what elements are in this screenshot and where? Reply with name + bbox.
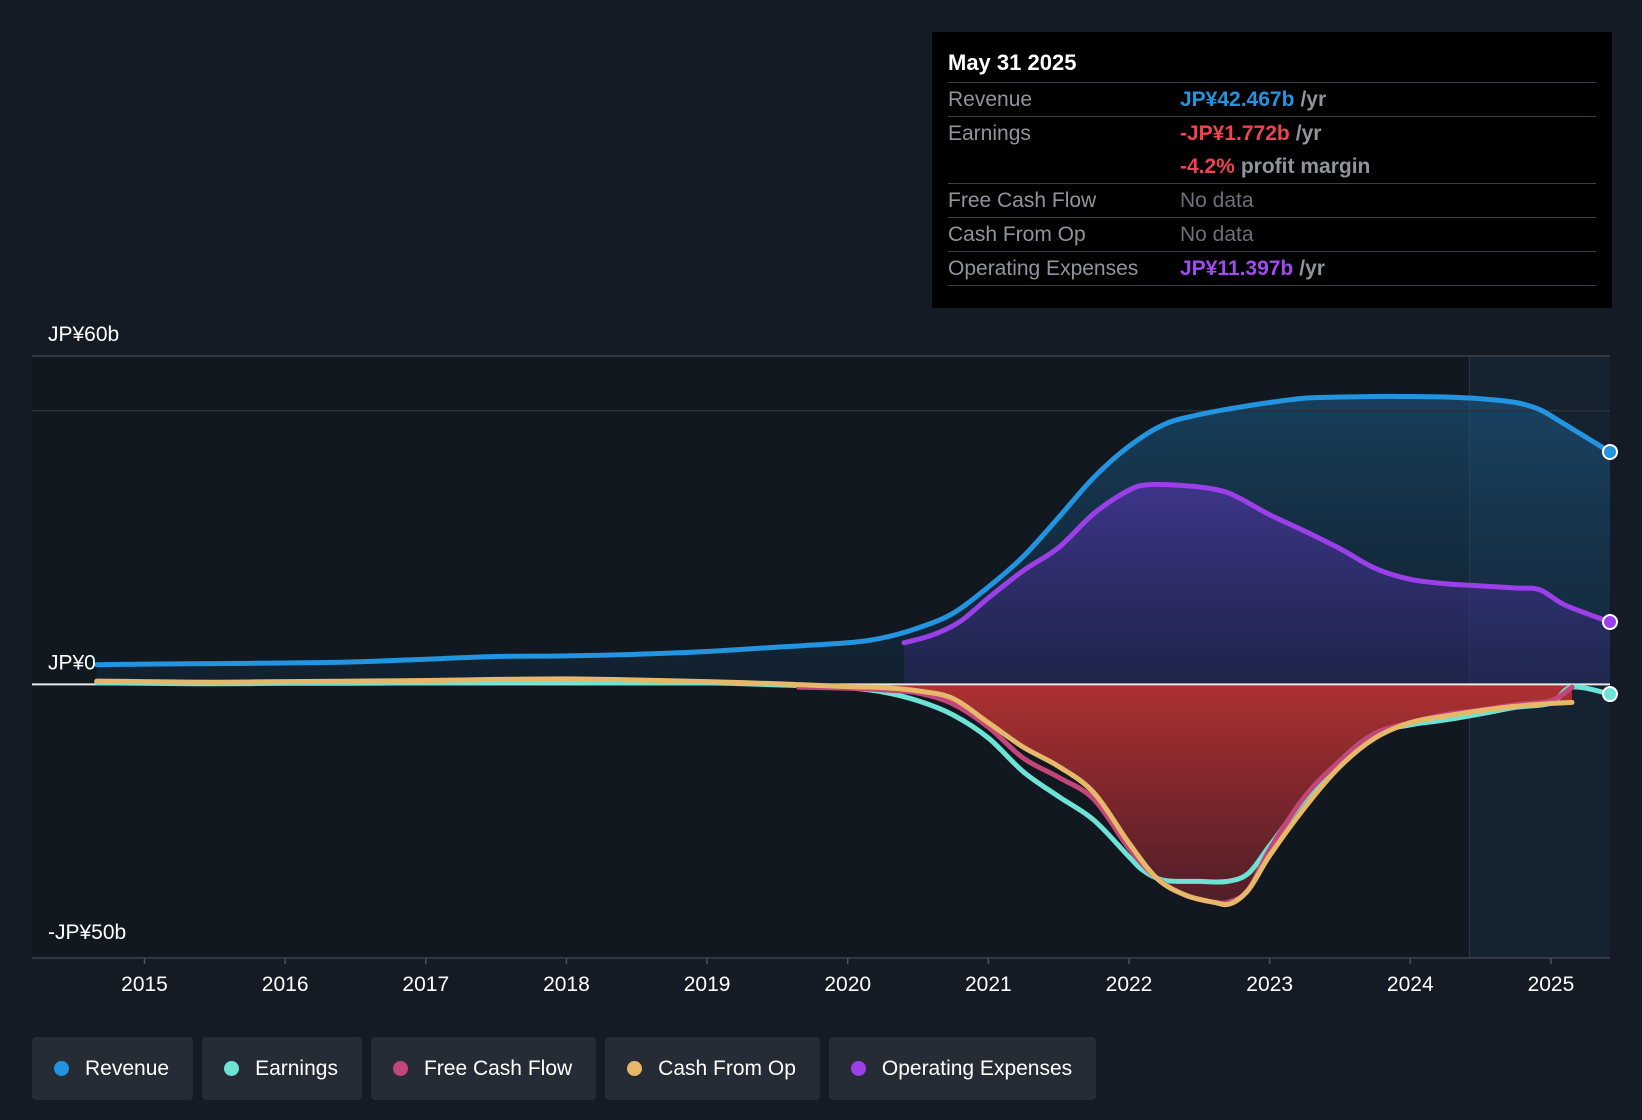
x-tick-label: 2022: [1106, 973, 1153, 996]
tooltip-label: Earnings: [948, 122, 1031, 145]
tooltip-row-profit-margin: -4.2% profit margin: [948, 150, 1596, 183]
legend-label: Cash From Op: [658, 1056, 796, 1080]
operating-expenses-line: [901, 481, 1613, 646]
x-tick-label: 2020: [824, 973, 871, 996]
x-tick-label: 2024: [1387, 973, 1434, 996]
tooltip-label: Operating Expenses: [948, 257, 1139, 280]
x-tick-label: 2021: [965, 973, 1012, 996]
legend-label: Revenue: [85, 1056, 170, 1080]
tooltip-unit: /yr: [1299, 257, 1325, 280]
y-tick-label: -JP¥50b: [48, 921, 126, 944]
dot-icon: [627, 1061, 643, 1076]
legend-item-earnings[interactable]: Earnings: [202, 1037, 362, 1100]
earnings-end-marker[interactable]: [1602, 686, 1618, 703]
legend-label: Earnings: [255, 1056, 338, 1080]
legend-item-free-cash-flow[interactable]: Free Cash Flow: [370, 1037, 597, 1100]
x-tick-label: 2016: [262, 973, 309, 996]
dot-icon: [850, 1061, 866, 1076]
x-tick-label: 2018: [543, 973, 590, 996]
x-tick-label: 2025: [1528, 973, 1575, 996]
dot-icon: [224, 1061, 240, 1076]
tooltip-date: May 31 2025: [948, 50, 1077, 75]
x-tick-label: 2017: [402, 973, 449, 996]
x-tick-label: 2019: [684, 973, 731, 996]
tooltip-unit: /yr: [1295, 122, 1322, 145]
tooltip-row-operating-expenses: Operating Expenses JP¥11.397b/yr: [948, 251, 1596, 285]
tooltip-value: No data: [1180, 223, 1254, 246]
cash-from-op-line: [94, 676, 1575, 908]
legend-item-revenue[interactable]: Revenue: [32, 1037, 194, 1100]
tooltip-value: -4.2%: [1180, 155, 1235, 178]
tooltip-unit: profit margin: [1240, 155, 1371, 178]
tooltip-row-free-cash-flow: Free Cash Flow No data: [948, 183, 1596, 217]
tooltip-label: [948, 150, 1180, 183]
y-tick-label: JP¥0: [48, 651, 96, 674]
dot-icon: [392, 1061, 408, 1076]
legend-label: Free Cash Flow: [423, 1056, 573, 1080]
tooltip-label: Cash From Op: [948, 223, 1086, 246]
legend: Revenue Earnings Free Cash Flow Cash Fro…: [32, 1037, 1097, 1100]
legend-item-cash-from-op[interactable]: Cash From Op: [605, 1037, 820, 1100]
y-tick-label: JP¥60b: [48, 323, 119, 346]
tooltip-row-revenue: Revenue JP¥42.467b/yr: [948, 82, 1596, 116]
x-tick-label: 2015: [121, 973, 168, 996]
x-tick-label: 2023: [1246, 973, 1293, 996]
tooltip-row-earnings: Earnings -JP¥1.772b/yr: [948, 116, 1596, 150]
tooltip-value: -JP¥1.772b: [1180, 122, 1290, 145]
operating-expenses-end-marker[interactable]: [1602, 613, 1618, 630]
legend-item-operating-expenses[interactable]: Operating Expenses: [828, 1037, 1097, 1100]
tooltip-unit: /yr: [1300, 88, 1327, 111]
operating-expenses-area: [904, 484, 1610, 685]
dot-icon: [54, 1061, 69, 1076]
revenue-end-marker[interactable]: [1602, 443, 1618, 460]
tooltip-value: No data: [1180, 189, 1254, 212]
tooltip-divider: [948, 285, 1596, 286]
legend-label: Operating Expenses: [881, 1056, 1073, 1080]
revenue-line: [94, 393, 1613, 668]
tooltip-value: JP¥42.467b: [1180, 88, 1295, 111]
negative-cash-area: [96, 678, 1573, 905]
tooltip-row-cash-from-op: Cash From Op No data: [948, 217, 1596, 251]
tooltip-panel: May 31 2025 Revenue JP¥42.467b/yr Earnin…: [932, 32, 1612, 308]
tooltip-label: Free Cash Flow: [948, 189, 1097, 212]
tooltip-label: Revenue: [948, 88, 1033, 111]
tooltip-value: JP¥11.397b: [1180, 257, 1294, 280]
